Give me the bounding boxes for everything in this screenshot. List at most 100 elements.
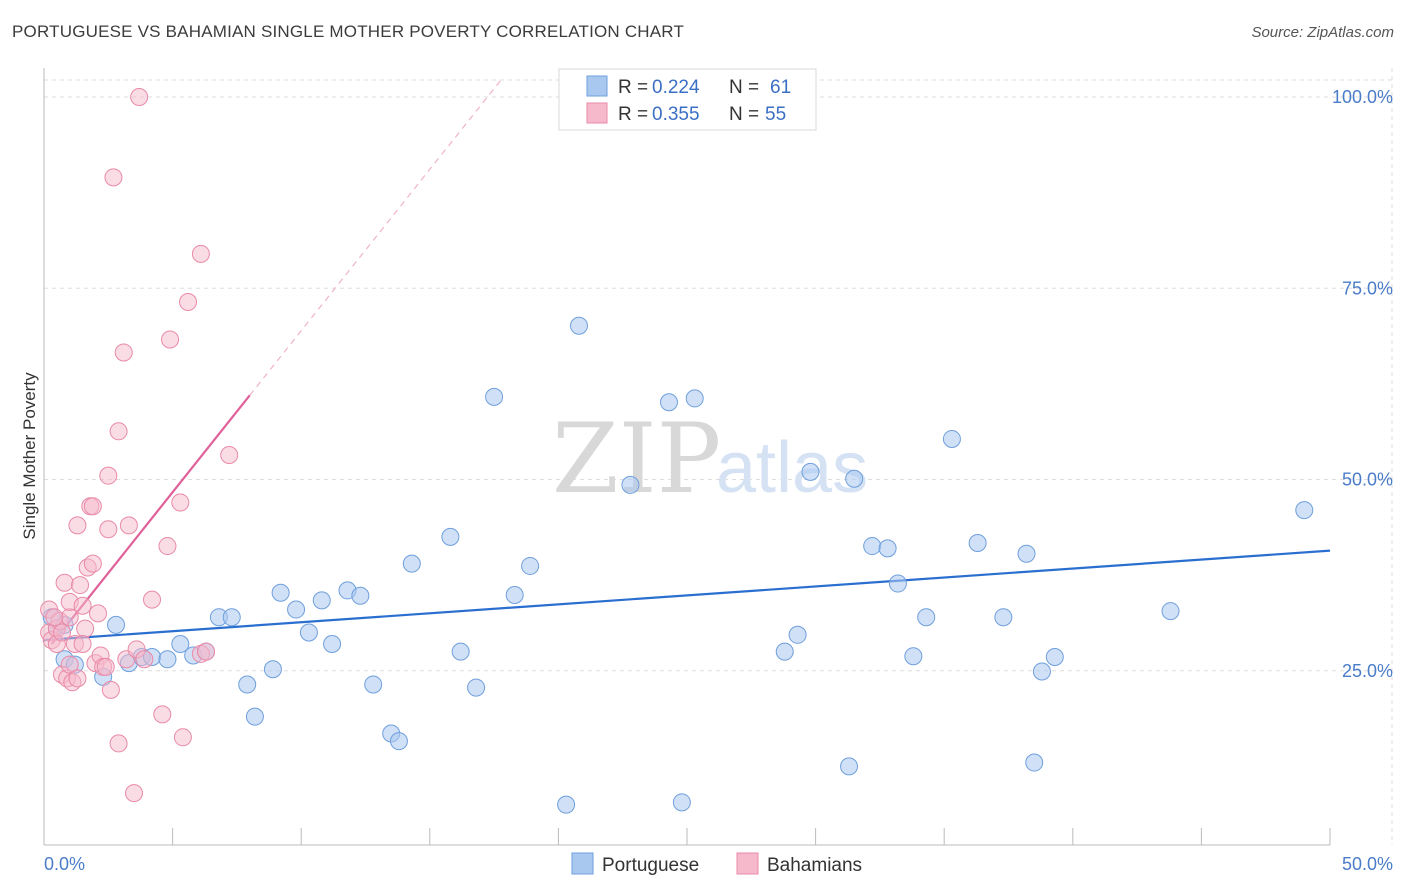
y-tick-label-2: 75.0% [1342, 278, 1393, 298]
bahamian-point [60, 655, 79, 674]
bottom-legend-swatch-bahamian [736, 852, 759, 875]
bahamian-point [109, 422, 128, 441]
x-tick-label-1: 50.0% [1342, 854, 1393, 874]
legend-n-value-1: 61 [770, 77, 791, 98]
bahamian-point [104, 168, 123, 187]
portuguese-point [942, 429, 961, 448]
portuguese-point [451, 642, 470, 661]
legend-r-label-1: R = [618, 77, 648, 98]
bahamian-point [68, 669, 87, 688]
legend-swatch-portuguese [586, 75, 608, 97]
portuguese-point [888, 574, 907, 593]
correlation-legend: R = 0.224 N = 61 R = 0.355 N = 55 [558, 68, 817, 131]
chart-title: PORTUGUESE VS BAHAMIAN SINGLE MOTHER POV… [12, 22, 685, 41]
portuguese-trend-line [43, 549, 1331, 642]
bottom-legend-label-bahamian: Bahamians [767, 855, 862, 876]
watermark: ZIP atlas [552, 403, 868, 515]
portuguese-point [788, 625, 807, 644]
bahamian-point [179, 293, 198, 312]
portuguese-point [904, 647, 923, 666]
portuguese-point [505, 586, 524, 605]
y-tick-label-3: 100.0% [1332, 87, 1393, 107]
legend-r-label-2: R = [618, 104, 648, 125]
bahamian-point [55, 573, 74, 592]
x-tick-label-0: 0.0% [44, 854, 85, 874]
portuguese-point [1017, 544, 1036, 563]
portuguese-point [389, 732, 408, 751]
legend-swatch-bahamian [586, 102, 608, 124]
bahamian-point [99, 466, 118, 485]
y-tick-label-1: 50.0% [1342, 470, 1393, 490]
bottom-legend-swatch-portuguese [571, 852, 594, 875]
portuguese-point [351, 586, 370, 605]
bahamian-point [101, 680, 120, 699]
portuguese-point [775, 642, 794, 661]
bahamian-point [96, 657, 115, 676]
portuguese-point [621, 475, 640, 494]
bahamian-point [143, 590, 162, 609]
bahamian-point [191, 244, 210, 263]
portuguese-point [402, 554, 421, 573]
portuguese-point [1295, 501, 1314, 520]
bahamian-point [83, 497, 102, 516]
portuguese-point [863, 537, 882, 556]
portuguese-point [1161, 602, 1180, 621]
portuguese-point [287, 600, 306, 619]
grid-lines [44, 68, 1393, 845]
bahamian-point [135, 650, 154, 669]
bahamian-point [73, 596, 92, 615]
portuguese-point [263, 660, 282, 679]
portuguese-point [917, 608, 936, 627]
bottom-legend-label-portuguese: Portuguese [602, 855, 699, 876]
bahamian-point [158, 537, 177, 556]
bahamian-point [76, 619, 95, 638]
portuguese-point [557, 795, 576, 814]
bahamian-point [119, 516, 138, 535]
portuguese-point [845, 469, 864, 488]
bahamian-point [83, 554, 102, 573]
legend-n-label-2: N = [729, 104, 759, 125]
bahamian-point [89, 604, 108, 623]
portuguese-point [672, 793, 691, 812]
portuguese-point [441, 527, 460, 546]
portuguese-point [994, 608, 1013, 627]
bahamian-point [130, 88, 149, 106]
legend-r-value-2: 0.355 [652, 104, 700, 125]
series-legend: Portuguese Bahamians [571, 852, 862, 876]
legend-n-value-2: 55 [765, 104, 786, 125]
portuguese-point [158, 650, 177, 669]
portuguese-point [1045, 647, 1064, 666]
portuguese-point [521, 556, 540, 575]
bahamian-point [114, 343, 133, 362]
axes [43, 68, 1331, 846]
bahamian-point [45, 608, 64, 627]
portuguese-point [364, 675, 383, 694]
y-axis-label: Single Mother Poverty [20, 372, 39, 540]
source-label: Source: ZipAtlas.com [1251, 24, 1394, 41]
portuguese-point [1032, 662, 1051, 681]
bahamian-point [171, 493, 190, 512]
bahamian-point [73, 634, 92, 653]
bahamian-point [99, 520, 118, 539]
legend-r-value-1: 0.224 [652, 77, 700, 98]
portuguese-point [107, 615, 126, 634]
portuguese-point [840, 757, 859, 776]
portuguese-point [485, 387, 504, 406]
watermark-zip: ZIP [552, 403, 721, 515]
bahamian-points [40, 88, 239, 803]
y-tick-label-0: 25.0% [1342, 661, 1393, 681]
portuguese-point [659, 393, 678, 412]
portuguese-point [685, 389, 704, 408]
portuguese-point [299, 623, 318, 642]
portuguese-point [968, 533, 987, 552]
bahamian-point [153, 705, 172, 724]
portuguese-point [323, 634, 342, 653]
tick-labels: 25.0% 50.0% 75.0% 100.0% 0.0% 50.0% [44, 87, 1393, 874]
portuguese-point [222, 608, 241, 627]
bahamian-point [197, 642, 216, 661]
portuguese-point [878, 539, 897, 558]
bahamian-trend-extension [249, 77, 504, 396]
bahamian-point [125, 784, 144, 803]
trend-lines [43, 77, 1331, 645]
